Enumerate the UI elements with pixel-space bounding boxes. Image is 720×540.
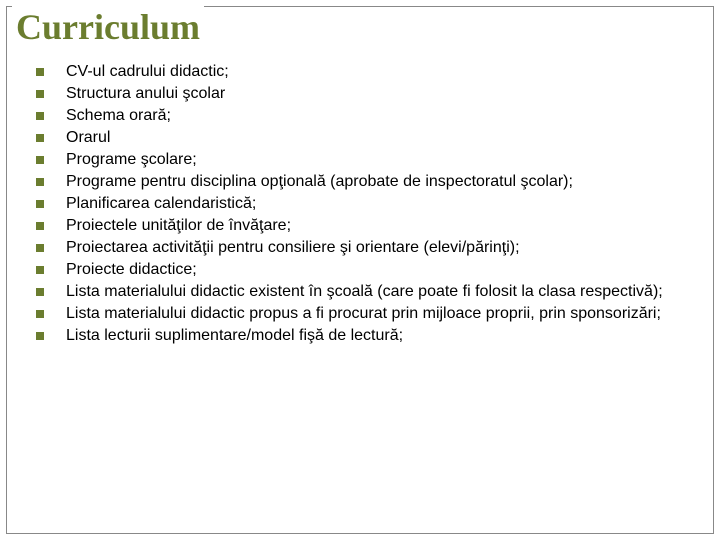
list-item-text: Lista materialului didactic existent în … [66, 282, 663, 302]
list-item: CV-ul cadrului didactic; [36, 62, 686, 82]
square-bullet-icon [36, 244, 44, 252]
list-item-text: Orarul [66, 128, 110, 148]
list-item-text: Proiectele unităţilor de învăţare; [66, 216, 291, 236]
square-bullet-icon [36, 178, 44, 186]
slide-title: Curriculum [12, 6, 204, 48]
square-bullet-icon [36, 222, 44, 230]
square-bullet-icon [36, 266, 44, 274]
list-item-text: Structura anului şcolar [66, 84, 225, 104]
list-item: Programe şcolare; [36, 150, 686, 170]
list-item: Proiecte didactice; [36, 260, 686, 280]
square-bullet-icon [36, 134, 44, 142]
list-item: Schema orară; [36, 106, 686, 126]
list-item: Lista lecturii suplimentare/model fişă d… [36, 326, 686, 346]
square-bullet-icon [36, 90, 44, 98]
square-bullet-icon [36, 310, 44, 318]
list-item-text: Schema orară; [66, 106, 171, 126]
list-item-text: CV-ul cadrului didactic; [66, 62, 229, 82]
square-bullet-icon [36, 332, 44, 340]
list-item: Lista materialului didactic existent în … [36, 282, 686, 302]
list-item: Programe pentru disciplina opţională (ap… [36, 172, 686, 192]
list-item: Planificarea calendaristică; [36, 194, 686, 214]
list-item-text: Lista materialului didactic propus a fi … [66, 304, 661, 324]
list-item: Proiectele unităţilor de învăţare; [36, 216, 686, 236]
list-item-text: Programe pentru disciplina opţională (ap… [66, 172, 573, 192]
square-bullet-icon [36, 156, 44, 164]
square-bullet-icon [36, 288, 44, 296]
square-bullet-icon [36, 200, 44, 208]
list-item: Structura anului şcolar [36, 84, 686, 104]
square-bullet-icon [36, 68, 44, 76]
list-item-text: Proiectarea activităţii pentru consilier… [66, 238, 520, 258]
bullet-list: CV-ul cadrului didactic; Structura anulu… [36, 62, 686, 348]
list-item-text: Lista lecturii suplimentare/model fişă d… [66, 326, 403, 346]
list-item-text: Proiecte didactice; [66, 260, 197, 280]
list-item: Orarul [36, 128, 686, 148]
list-item-text: Programe şcolare; [66, 150, 197, 170]
list-item: Proiectarea activităţii pentru consilier… [36, 238, 686, 258]
square-bullet-icon [36, 112, 44, 120]
list-item-text: Planificarea calendaristică; [66, 194, 256, 214]
list-item: Lista materialului didactic propus a fi … [36, 304, 686, 324]
